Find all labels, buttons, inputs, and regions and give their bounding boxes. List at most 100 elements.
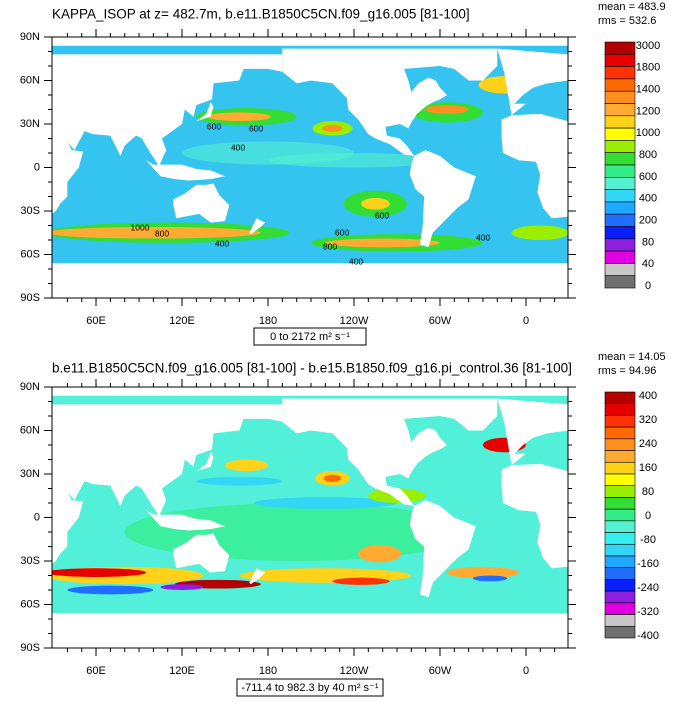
- colorbar-box: [604, 532, 636, 545]
- lon-label: 120W: [340, 315, 369, 327]
- colorbar-box: [604, 497, 636, 510]
- lon-label: 0: [523, 665, 529, 677]
- contour-label: 600: [207, 121, 221, 131]
- range-label: 0 to 2172 m² s⁻¹: [270, 331, 350, 343]
- contour-label: 400: [231, 142, 245, 152]
- contour-label: 400: [476, 232, 490, 242]
- lon-label: 60W: [429, 665, 452, 677]
- colorbar-box: [604, 438, 636, 451]
- colorbar-label: -240: [637, 582, 659, 594]
- lat-label: 30N: [20, 118, 40, 130]
- colorbar-box: [604, 403, 636, 416]
- colorbar-box: [604, 275, 636, 289]
- colorbar-label: 80: [642, 486, 654, 498]
- stat-rms: rms = 94.96: [598, 365, 656, 377]
- colorbar-label: 1400: [636, 84, 660, 96]
- colorbar-box: [604, 263, 636, 276]
- colorbar-label: 400: [639, 193, 657, 205]
- lat-label: 60N: [20, 424, 40, 436]
- colorbar-box: [604, 53, 636, 67]
- colorbar-label: 40: [642, 258, 654, 270]
- colorbar-label: 0: [645, 280, 651, 292]
- colorbar-label: 1800: [636, 62, 660, 74]
- colorbar-label: 200: [639, 214, 657, 226]
- colorbar-label: 400: [639, 390, 657, 402]
- lat-label: 30N: [20, 468, 40, 480]
- map: [52, 37, 568, 298]
- contour-label: 600: [375, 210, 389, 220]
- lat-label: 30S: [20, 555, 40, 567]
- stat-mean: mean = 14.05: [598, 351, 666, 363]
- colorbar-box: [604, 485, 636, 498]
- colorbar-box: [604, 250, 636, 264]
- colorbar-box: [604, 201, 636, 215]
- range-box: [236, 678, 384, 697]
- colorbar-label: 1200: [636, 105, 660, 117]
- colorbar-box: [604, 164, 636, 178]
- contour-label: 600: [249, 123, 263, 133]
- lon-label: 180: [259, 315, 277, 327]
- colorbar-box: [604, 140, 636, 153]
- colorbar-box: [604, 103, 636, 117]
- lon-label: 60W: [429, 315, 452, 327]
- colorbar-label: -80: [640, 534, 656, 546]
- colorbar-box: [604, 520, 636, 533]
- colorbar-box: [604, 66, 636, 80]
- colorbar-box: [604, 567, 636, 580]
- lon-label: 120E: [169, 665, 195, 677]
- colorbar-label: 600: [639, 171, 657, 183]
- colorbar-label: 320: [639, 414, 657, 426]
- range-label: -711.4 to 982.3 by 40 m² s⁻¹: [241, 682, 378, 694]
- colorbar-label: 160: [639, 462, 657, 474]
- map: [52, 387, 568, 648]
- lon-label: 60E: [86, 315, 106, 327]
- colorbar-label: 240: [639, 438, 657, 450]
- lat-label: 30S: [20, 205, 40, 217]
- lon-label: 120E: [169, 315, 195, 327]
- contour-label: 400: [215, 238, 229, 248]
- colorbar-box: [604, 213, 636, 227]
- lon-label: 0: [523, 315, 529, 327]
- colorbar-box: [604, 461, 636, 475]
- colorbar-box: [604, 543, 636, 557]
- colorbar-box: [604, 555, 636, 569]
- colorbar-box: [604, 602, 636, 615]
- colorbar-box: [604, 625, 636, 639]
- stat-mean: mean = 483.9: [598, 1, 666, 13]
- colorbar-box: [604, 508, 636, 522]
- colorbar-box: [604, 177, 636, 190]
- range-box: [253, 327, 367, 346]
- colorbar-label: 80: [642, 236, 654, 248]
- lon-label: 180: [259, 665, 277, 677]
- colorbar-box: [604, 90, 636, 104]
- lat-label: 60S: [20, 598, 40, 610]
- lat-label: 60S: [20, 248, 40, 260]
- colorbar-label: -160: [637, 558, 659, 570]
- colorbar-label: -400: [637, 630, 659, 642]
- lon-label: 120W: [340, 665, 369, 677]
- contour-label: 800: [155, 228, 169, 238]
- colorbar-box: [604, 238, 636, 252]
- colorbar-box: [604, 590, 636, 604]
- panel-1: KAPPA_ISOP at z= 482.7m, b.e11.B1850C5CN…: [51, 1, 666, 346]
- colorbar-box: [604, 226, 636, 240]
- panel-title: b.e11.B1850C5CN.f09_g16.005 [81-100] - b…: [52, 361, 572, 376]
- lon-label: 60E: [86, 665, 106, 677]
- colorbar-box: [604, 473, 636, 487]
- lat-label: 0: [34, 511, 40, 523]
- colorbar-box: [604, 41, 636, 55]
- contour-label: 400: [349, 256, 363, 266]
- lat-label: 60N: [20, 74, 40, 86]
- colorbar-label: 1000: [636, 127, 660, 139]
- contour-label: 800: [323, 241, 337, 251]
- stat-rms: rms = 532.6: [598, 15, 656, 27]
- lat-label: 90S: [20, 292, 40, 304]
- colorbar-box: [604, 579, 636, 592]
- lat-label: 90S: [20, 642, 40, 654]
- colorbar-box: [604, 152, 636, 166]
- colorbar-box: [604, 450, 636, 463]
- lat-label: 90N: [20, 31, 40, 43]
- contour-label: 600: [335, 227, 349, 237]
- colorbar-box: [604, 614, 636, 627]
- panel-2: b.e11.B1850C5CN.f09_g16.005 [81-100] - b…: [51, 351, 666, 697]
